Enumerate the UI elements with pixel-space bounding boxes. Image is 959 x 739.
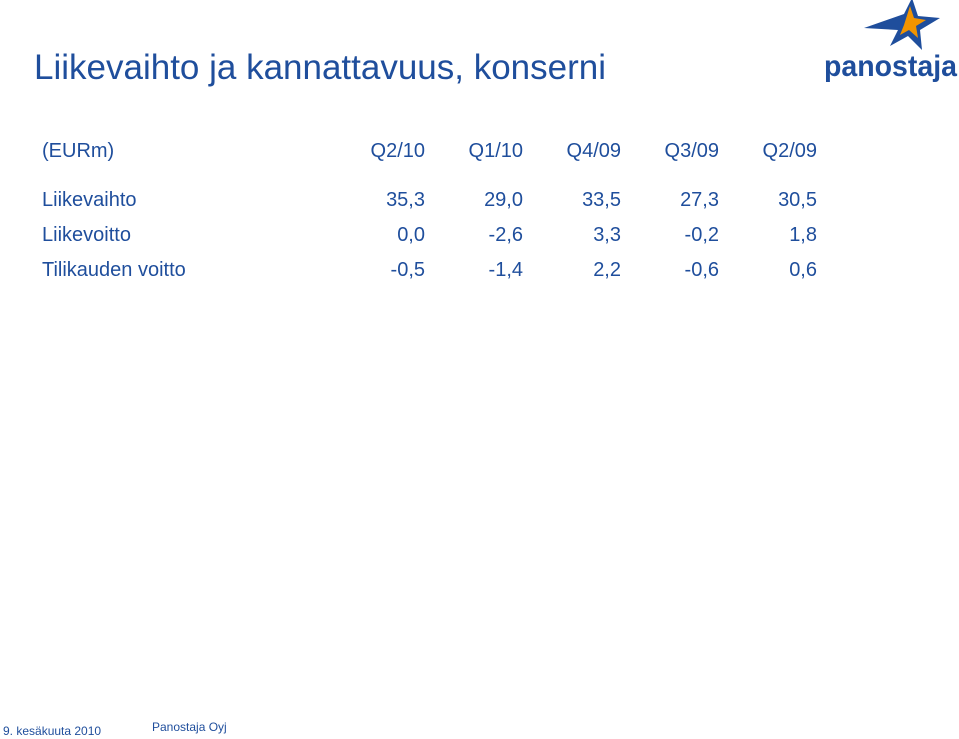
column-header: Q4/09 (566, 139, 621, 162)
table-cell: 3,3 (593, 224, 621, 246)
column-header: Q2/10 (370, 139, 425, 162)
table-cell: 29,0 (484, 189, 523, 211)
table-cell: 30,5 (778, 189, 817, 211)
table-cell: 1,8 (789, 224, 817, 246)
footer-date: 9. kesäkuuta 2010 (3, 724, 102, 738)
table-row: Liikevaihto 35,3 29,0 33,5 27,3 30,5 (34, 183, 817, 218)
table-cell: 35,3 (386, 189, 425, 211)
table-cell: 2,2 (593, 259, 621, 281)
unit-label: (EURm) (42, 139, 115, 162)
table-row: Liikevoitto 0,0 -2,6 3,3 -0,2 1,8 (34, 218, 817, 253)
financials-table: (EURm) Q2/10 Q1/10 Q4/09 Q3/09 Q2/09 Lii… (34, 134, 817, 288)
table-header-row: (EURm) Q2/10 Q1/10 Q4/09 Q3/09 Q2/09 (34, 134, 817, 168)
row-label: Tilikauden voitto (42, 259, 186, 281)
table-cell: 0,6 (789, 259, 817, 281)
table-cell: -1,4 (488, 259, 523, 281)
table-cell: -0,2 (684, 224, 719, 246)
panostaja-logo: panostaja (824, 0, 957, 82)
slide-title: Liikevaihto ja kannattavuus, konserni (34, 48, 607, 87)
table-cell: 0,0 (397, 224, 425, 246)
column-header: Q1/10 (468, 139, 523, 162)
row-label: Liikevoitto (42, 224, 131, 246)
table-cell: 27,3 (680, 189, 719, 211)
spacer-row (34, 168, 817, 183)
star-icon (864, 0, 940, 50)
table-cell: -2,6 (488, 224, 523, 246)
table-cell: -0,5 (390, 259, 425, 281)
row-label: Liikevaihto (42, 189, 137, 211)
table-row: Tilikauden voitto -0,5 -1,4 2,2 -0,6 0,6 (34, 253, 817, 288)
column-header: Q2/09 (762, 139, 817, 162)
footer-company: Panostaja Oyj (152, 720, 227, 734)
logo-wordmark: panostaja (824, 50, 957, 82)
table-cell: 33,5 (582, 189, 621, 211)
table-cell: -0,6 (684, 259, 719, 281)
column-header: Q3/09 (664, 139, 719, 162)
